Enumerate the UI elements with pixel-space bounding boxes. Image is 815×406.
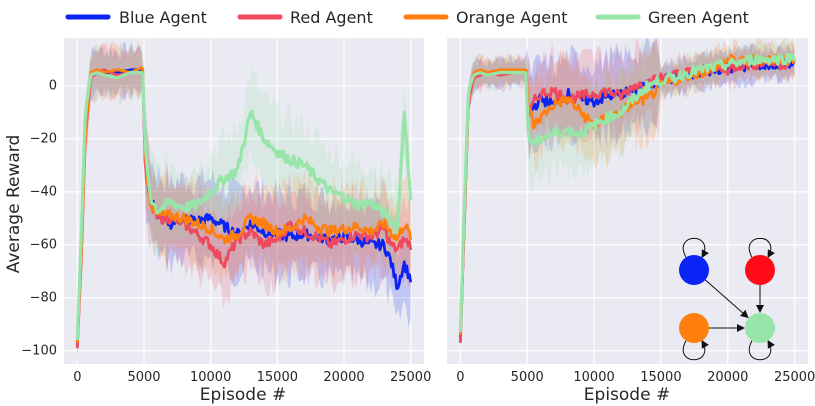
self-loop-green [748, 339, 775, 361]
legend-entry-blue: Blue Agent [65, 8, 207, 27]
agent-graph-inset [679, 237, 775, 361]
legend-label-orange: Orange Agent [456, 8, 568, 27]
x-tick-label: 10000 [190, 370, 231, 385]
band-green-agent [460, 38, 795, 349]
plot-area-left [64, 38, 424, 364]
x-tick-label: 5000 [127, 370, 160, 385]
band-orange-agent [460, 38, 795, 343]
line-green-agent [458, 52, 797, 333]
y-tick-label: −100 [21, 344, 57, 359]
x-tick-label: 15000 [640, 370, 681, 385]
line-green-agent [75, 70, 413, 341]
legend-entry-green: Green Agent [595, 8, 749, 27]
x-tick-label: 25000 [390, 370, 431, 385]
x-tick-label: 20000 [707, 370, 748, 385]
y-tick-label: −60 [30, 238, 57, 253]
y-tick-label: 0 [49, 79, 57, 94]
band-blue-agent [460, 38, 795, 351]
x-axis-label-left: Episode # [200, 385, 286, 405]
band-orange-agent [77, 40, 411, 364]
legend-label-blue: Blue Agent [119, 8, 207, 27]
legend-entry-orange: Orange Agent [403, 8, 568, 27]
node-green [745, 313, 775, 343]
band-red-agent [77, 42, 411, 364]
legend-label-green: Green Agent [648, 8, 749, 27]
x-tick-label: 0 [73, 370, 81, 385]
x-tick-label: 25000 [774, 370, 815, 385]
node-blue [679, 255, 709, 285]
edge-blue-to-green [704, 279, 749, 319]
self-loop-blue [682, 237, 709, 259]
x-tick-label: 20000 [323, 370, 364, 385]
x-tick-label: 15000 [257, 370, 298, 385]
self-loop-orange [682, 339, 709, 361]
x-tick-label: 0 [456, 370, 464, 385]
x-axis-label-right: Episode # [584, 385, 670, 405]
y-tick-label: −40 [30, 185, 57, 200]
left-panel: 0 5000 10000 15000 20000 25000 0 −20 −40 −60 −80 −1… [21, 38, 431, 385]
band-blue-agent [77, 40, 411, 364]
self-loop-red [748, 237, 775, 259]
right-panel: 0 5000 10000 15000 20000 25000 [447, 38, 815, 385]
node-red [745, 255, 775, 285]
legend-label-red: Red Agent [290, 8, 373, 27]
y-tick-label: −80 [30, 291, 57, 306]
y-tick-label: −20 [30, 132, 57, 147]
legend-entry-red: Red Agent [237, 8, 373, 27]
x-tick-label: 10000 [573, 370, 614, 385]
y-axis-label: Average Reward [4, 135, 24, 274]
node-orange [679, 313, 709, 343]
x-tick-label: 5000 [511, 370, 544, 385]
band-red-agent [460, 38, 795, 353]
legend: Blue Agent Red Agent Orange Agent Green … [65, 8, 749, 27]
